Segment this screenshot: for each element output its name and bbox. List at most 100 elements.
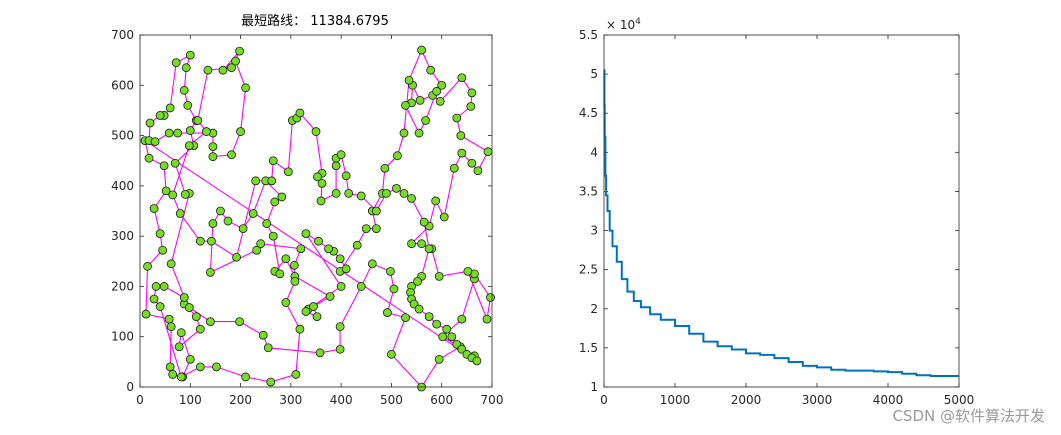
city-point xyxy=(281,298,291,307)
city-point xyxy=(387,349,396,359)
city-point xyxy=(266,377,276,387)
city-point xyxy=(216,206,225,216)
x-tick-label: 500 xyxy=(380,393,403,407)
city-point xyxy=(313,172,322,182)
city-point xyxy=(166,322,176,332)
city-point xyxy=(415,95,425,105)
city-point xyxy=(184,141,194,151)
city-point xyxy=(295,324,305,334)
city-point xyxy=(231,56,240,66)
city-point xyxy=(183,101,193,110)
x-tick-label: 200 xyxy=(229,393,252,407)
city-point xyxy=(380,163,390,173)
y-tick-label: 200 xyxy=(111,279,134,293)
city-point xyxy=(165,103,175,113)
x-tick-label: 300 xyxy=(279,393,302,407)
city-point xyxy=(170,158,180,168)
city-point xyxy=(161,186,171,196)
city-point xyxy=(268,231,278,241)
city-point xyxy=(371,224,381,234)
city-point xyxy=(309,302,318,311)
city-point xyxy=(472,356,482,366)
city-point xyxy=(159,161,169,171)
city-point xyxy=(174,342,184,352)
x-tick-label: 3000 xyxy=(802,393,833,407)
city-point xyxy=(296,244,306,254)
city-point xyxy=(208,152,218,162)
city-point xyxy=(205,267,215,277)
x-tick-label: 2000 xyxy=(731,393,762,407)
city-point xyxy=(141,309,151,319)
city-point xyxy=(336,150,346,160)
city-point xyxy=(291,370,301,379)
city-point xyxy=(193,116,203,125)
city-point xyxy=(165,362,175,372)
city-point xyxy=(166,259,176,269)
city-point xyxy=(447,332,457,342)
city-point xyxy=(315,348,325,358)
city-point xyxy=(431,196,441,206)
y-tick-label: 4 xyxy=(590,145,598,159)
city-point xyxy=(277,192,287,202)
city-point xyxy=(301,307,311,316)
city-point xyxy=(301,229,311,239)
city-point xyxy=(241,372,251,382)
city-point xyxy=(173,128,183,138)
city-point xyxy=(473,166,483,176)
y-tick-label: 5.5 xyxy=(579,28,598,42)
city-point xyxy=(176,372,186,382)
city-point xyxy=(164,128,174,138)
city-point xyxy=(457,73,467,83)
city-point xyxy=(251,176,261,186)
city-point xyxy=(335,254,345,264)
city-point xyxy=(381,188,391,198)
city-point xyxy=(256,239,266,249)
city-point xyxy=(392,183,401,193)
city-point xyxy=(361,224,371,234)
city-point xyxy=(434,354,444,364)
city-point xyxy=(176,328,186,338)
city-point xyxy=(312,312,322,322)
city-point xyxy=(371,206,381,216)
city-point xyxy=(482,314,492,324)
city-point xyxy=(367,259,377,269)
route-plot-frame xyxy=(139,34,493,388)
city-point xyxy=(419,217,429,227)
city-point xyxy=(311,127,321,136)
city-point xyxy=(223,216,233,226)
city-point xyxy=(389,284,399,294)
city-point xyxy=(218,65,228,75)
y-tick-label: 500 xyxy=(111,129,134,143)
city-point xyxy=(434,271,444,281)
city-point xyxy=(456,131,466,140)
city-point xyxy=(432,86,442,96)
city-point xyxy=(414,128,424,138)
y-tick-label: 1.5 xyxy=(579,341,598,355)
city-point xyxy=(195,362,205,372)
x-tick-label: 0 xyxy=(136,393,144,407)
city-point xyxy=(435,96,445,106)
city-point xyxy=(404,75,414,85)
y-exponent-power: 4 xyxy=(635,17,641,27)
city-point xyxy=(185,50,195,60)
city-point xyxy=(267,176,277,186)
city-point xyxy=(439,212,449,222)
route-plot: 最短路线： 11384.6795 0 100 200 300 400 500 600 7000… xyxy=(111,13,503,407)
city-point xyxy=(452,113,462,123)
city-point xyxy=(356,282,366,291)
city-point xyxy=(466,102,476,111)
city-point xyxy=(295,108,305,118)
city-point xyxy=(283,167,293,177)
city-point xyxy=(149,294,159,304)
x-tick-label: 700 xyxy=(481,393,504,407)
city-point xyxy=(185,126,195,135)
city-point xyxy=(281,254,291,264)
city-point xyxy=(263,343,273,353)
city-point xyxy=(486,293,495,302)
x-tick-label: 0 xyxy=(600,393,608,407)
city-point xyxy=(442,324,452,334)
x-tick-label: 4000 xyxy=(873,393,904,407)
city-point xyxy=(205,317,215,327)
city-point xyxy=(212,362,221,372)
